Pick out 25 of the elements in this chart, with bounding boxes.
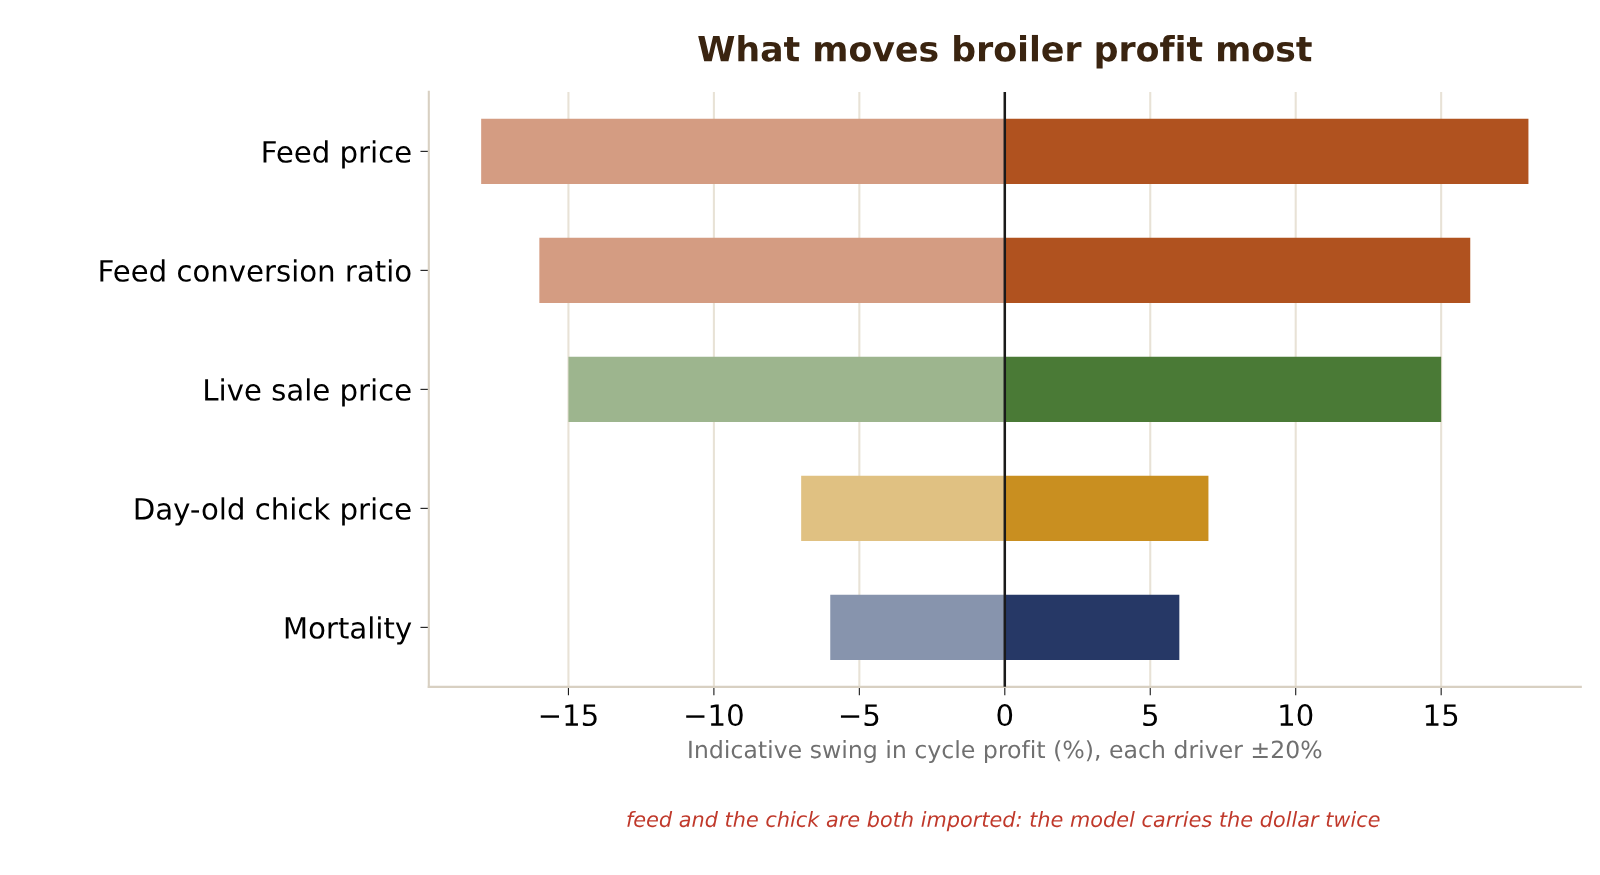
x-tick-label: −5	[840, 704, 879, 727]
x-tick-label: −15	[540, 704, 597, 727]
bar	[539, 237, 1005, 304]
y-tick-label: Live sale price	[205, 378, 411, 407]
x-tick-label: 15	[1425, 704, 1458, 727]
chart-title: What moves broiler profit most	[698, 34, 1312, 69]
y-tick-label: Day-old chick price	[135, 497, 411, 526]
bar	[568, 356, 1005, 423]
bar	[830, 594, 1005, 661]
bar	[1004, 118, 1529, 185]
x-tick-label: −10	[686, 704, 743, 727]
y-tick-label: Feed conversion ratio	[100, 259, 411, 282]
bar	[801, 475, 1005, 542]
bar	[1004, 237, 1471, 304]
bar	[1004, 475, 1209, 542]
x-tick-label: 10	[1280, 704, 1313, 727]
bar	[1004, 594, 1180, 661]
y-tick-label: Feed price	[263, 140, 411, 169]
x-axis-title: Indicative swing in cycle profit (%), each driver ±20%	[689, 740, 1322, 763]
bar	[1004, 356, 1442, 423]
x-tick-label: 5	[1143, 704, 1157, 727]
text: feed and the chick are both imported: the model carries the dollar twice	[627, 811, 1380, 832]
y-tick-label: Mortality	[285, 616, 412, 645]
x-tick-label: 0	[997, 704, 1013, 727]
bar	[481, 118, 1005, 185]
